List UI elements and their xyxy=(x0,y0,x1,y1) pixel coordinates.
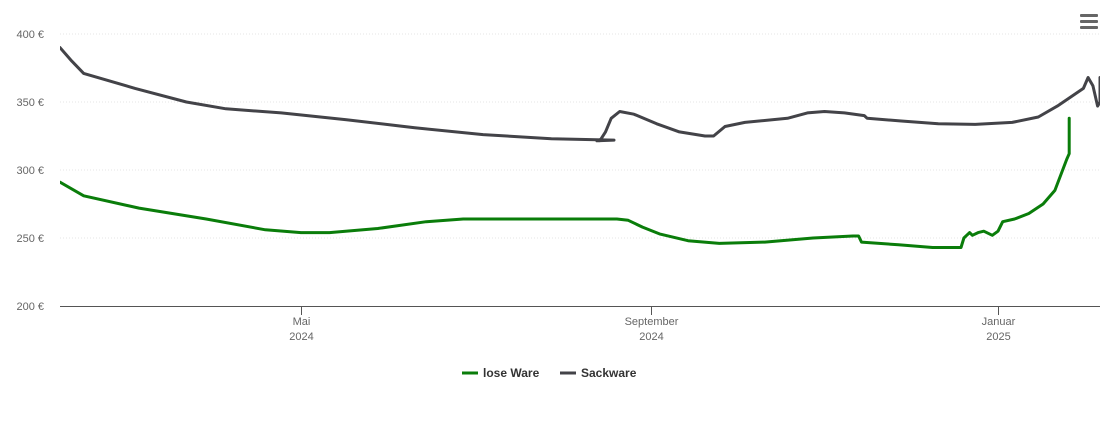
menu-bar-2 xyxy=(1080,20,1098,23)
legend-label-sackware: Sackware xyxy=(581,366,637,380)
y-tick-label: 350 € xyxy=(16,97,44,109)
menu-bar-3 xyxy=(1080,26,1098,29)
y-tick-label: 250 € xyxy=(16,233,44,245)
hamburger-menu-icon[interactable] xyxy=(1078,12,1100,32)
menu-bar-1 xyxy=(1080,14,1098,17)
series-line-lose-ware xyxy=(60,116,1071,249)
y-tick-label: 200 € xyxy=(16,301,44,313)
x-tick-year-label: 2025 xyxy=(986,331,1010,343)
x-tick-label: Januar xyxy=(982,316,1016,328)
x-tick-year-label: 2024 xyxy=(289,331,313,343)
legend-label-lose-ware: lose Ware xyxy=(483,366,540,380)
x-tick-label: Mai xyxy=(293,316,311,328)
x-axis: Mai 2024 September 2024 Januar 2025 xyxy=(60,306,1100,343)
grid-lines xyxy=(60,33,1100,239)
x-tick-year-label: 2024 xyxy=(639,331,663,343)
y-tick-label: 300 € xyxy=(16,165,44,177)
y-tick-label: 400 € xyxy=(16,29,44,41)
series-lines xyxy=(60,46,1100,249)
y-axis: 200 € 250 € 300 € 350 € 400 € xyxy=(16,29,44,313)
series-line-sackware xyxy=(60,46,1100,143)
x-tick-label: September xyxy=(625,316,679,328)
legend: lose Ware Sackware xyxy=(462,366,637,380)
